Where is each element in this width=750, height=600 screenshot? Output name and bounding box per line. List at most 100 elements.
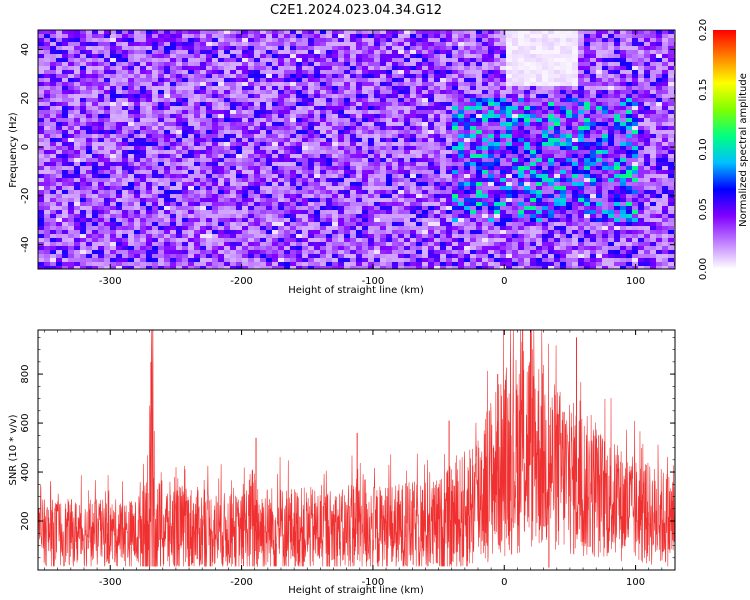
heatmap-cell (584, 154, 590, 158)
heatmap-cell (314, 70, 320, 74)
heatmap-cell (440, 182, 446, 186)
heatmap-cell (56, 178, 62, 182)
heatmap-cell (260, 118, 266, 122)
heatmap-cell (632, 90, 638, 94)
heatmap-cell (398, 166, 404, 170)
heatmap-cell (38, 146, 44, 150)
heatmap-cell (62, 178, 68, 182)
heatmap-cell (44, 34, 50, 38)
heatmap-cell (188, 162, 194, 166)
heatmap-cell (170, 210, 176, 214)
heatmap-cell (170, 206, 176, 210)
heatmap-cell (332, 78, 338, 82)
heatmap-cell (548, 98, 554, 102)
heatmap-cell (212, 170, 218, 174)
heatmap-cell (626, 138, 632, 142)
heatmap-cell (338, 134, 344, 138)
heatmap-cell (152, 170, 158, 174)
heatmap-cell (410, 170, 416, 174)
heatmap-cell (338, 90, 344, 94)
heatmap-cell (302, 94, 308, 98)
heatmap-cell (134, 202, 140, 206)
heatmap-cell (152, 122, 158, 126)
heatmap-cell (434, 158, 440, 162)
heatmap-cell (416, 202, 422, 206)
heatmap-cell (104, 114, 110, 118)
heatmap-cell (476, 162, 482, 166)
heatmap-cell (158, 30, 164, 34)
heatmap-cell (668, 78, 674, 82)
heatmap-cell (128, 210, 134, 214)
heatmap-cell (386, 206, 392, 210)
heatmap-cell (506, 150, 512, 154)
heatmap-cell (422, 134, 428, 138)
heatmap-cell (194, 170, 200, 174)
heatmap-cell (98, 70, 104, 74)
heatmap-cell (152, 126, 158, 130)
heatmap-cell (530, 130, 536, 134)
heatmap-cell (164, 146, 170, 150)
heatmap-cell (422, 138, 428, 142)
heatmap-cell (506, 114, 512, 118)
heatmap-cell (614, 114, 620, 118)
heatmap-cell (110, 102, 116, 106)
heatmap-cell (212, 46, 218, 50)
heatmap-cell (572, 38, 578, 42)
heatmap-cell (566, 70, 572, 74)
heatmap-cell (434, 70, 440, 74)
heatmap-cell (122, 118, 128, 122)
heatmap-cell (182, 62, 188, 66)
heatmap-cell (68, 66, 74, 70)
heatmap-cell (296, 202, 302, 206)
heatmap-cell (446, 34, 452, 38)
heatmap-cell (392, 78, 398, 82)
heatmap-cell (284, 182, 290, 186)
heatmap-cell (272, 182, 278, 186)
heatmap-cell (272, 94, 278, 98)
heatmap-cell (50, 94, 56, 98)
heatmap-cell (584, 206, 590, 210)
heatmap-cell (104, 210, 110, 214)
heatmap-cell (560, 114, 566, 118)
heatmap-cell (356, 130, 362, 134)
heatmap-cell (542, 58, 548, 62)
heatmap-cell (98, 130, 104, 134)
heatmap-cell (362, 174, 368, 178)
heatmap-cell (434, 166, 440, 170)
heatmap-cell (110, 154, 116, 158)
heatmap-cell (554, 142, 560, 146)
heatmap-cell (464, 146, 470, 150)
heatmap-cell (338, 98, 344, 102)
heatmap-cell (140, 86, 146, 90)
heatmap-cell (320, 70, 326, 74)
heatmap-cell (422, 126, 428, 130)
heatmap-cell (44, 114, 50, 118)
heatmap-cell (230, 78, 236, 82)
heatmap-cell (422, 70, 428, 74)
heatmap-cell (56, 214, 62, 218)
heatmap-cell (494, 142, 500, 146)
heatmap-cell (590, 126, 596, 130)
heatmap-cell (452, 142, 458, 146)
heatmap-cell (38, 30, 44, 34)
heatmap-cell (536, 54, 542, 58)
heatmap-cell (620, 198, 626, 202)
heatmap-cell (530, 206, 536, 210)
heatmap-cell (56, 150, 62, 154)
heatmap-cell (314, 82, 320, 86)
heatmap-cell (254, 114, 260, 118)
heatmap-cell (380, 46, 386, 50)
heatmap-cell (470, 182, 476, 186)
heatmap-cell (392, 178, 398, 182)
heatmap-cell (170, 186, 176, 190)
heatmap-cell (74, 114, 80, 118)
heatmap-cell (416, 54, 422, 58)
heatmap-cell (272, 42, 278, 46)
heatmap-cell (206, 130, 212, 134)
heatmap-cell (428, 130, 434, 134)
heatmap-cell (212, 58, 218, 62)
heatmap-cell (308, 154, 314, 158)
heatmap-cell (194, 66, 200, 70)
heatmap-cell (434, 142, 440, 146)
heatmap-cell (464, 122, 470, 126)
